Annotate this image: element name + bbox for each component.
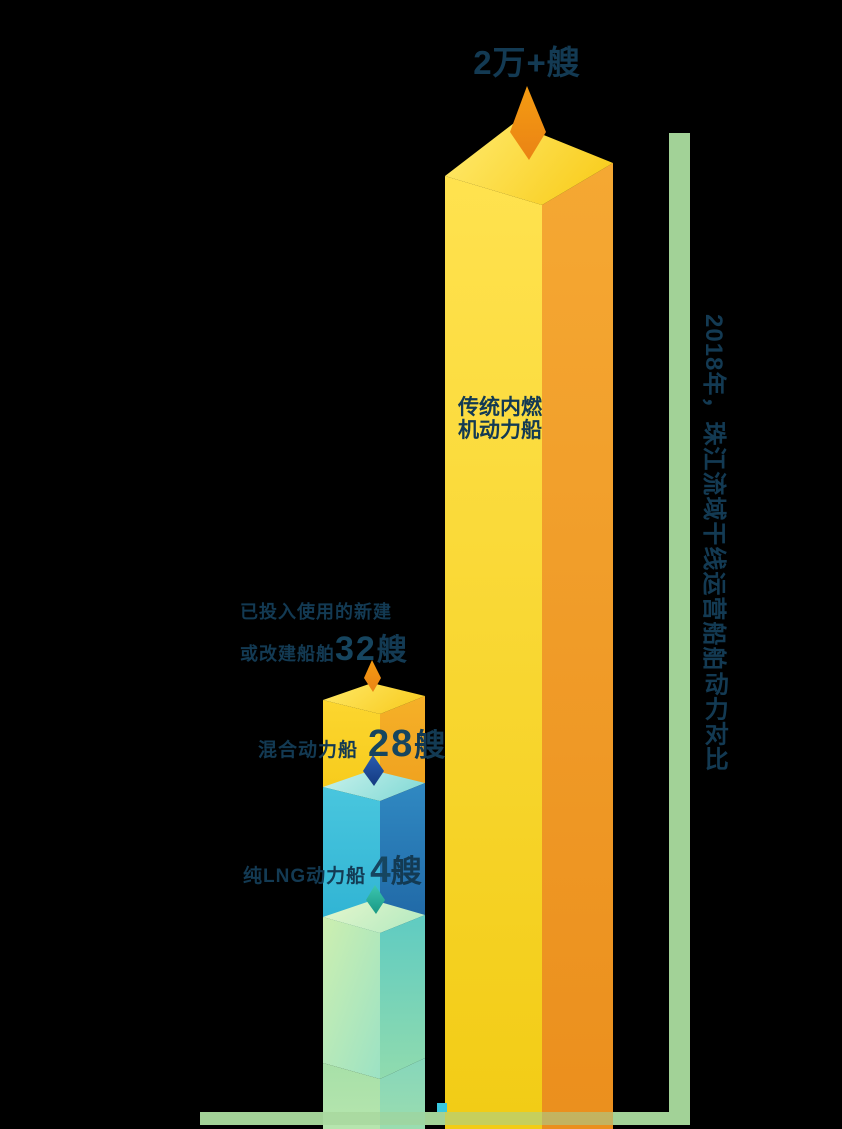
new-ships-yellow-top-face [323,683,425,714]
small-column-spike-diamond [364,660,381,692]
chart-title-sideways-part: 2018年，珠江流域干线运营船舶 [700,314,728,672]
hybrid-segment-side-face [380,783,425,933]
chart-title-vertical: 2018年，珠江流域干线运营船舶动力对比 [700,314,728,772]
big-column-spike-diamond [510,86,546,160]
big-column-front-face [445,176,542,1129]
lng-segment-top-face [323,900,425,933]
big-column-side-face [542,163,613,1129]
hybrid-segment-front-face [323,787,380,933]
new-ships-count: 32 [335,630,377,668]
lng-segment-front-face [323,917,380,1079]
hybrid-unit: 艘 [414,728,446,763]
cyan-accent-square [437,1103,447,1112]
baseline-axis-overlay [200,1112,690,1125]
big-name-line1: 传统内燃 [458,396,542,419]
big-column-name-label: 传统内燃 机动力船 [430,396,570,442]
hybrid-count: 28 [368,723,415,765]
big-column-value-label: 2万+艘 [473,44,581,81]
lng-segment-label: 纯LNG动力船 4艘 [243,846,422,891]
blue-junction-diamond [363,755,384,786]
new-ships-line1: 已投入使用的新建 [240,602,392,622]
chart-title-upright-part: 动力对比 [700,671,728,772]
big-column-top-face [445,123,613,205]
hybrid-name: 混合动力船 [258,740,359,761]
new-ships-line2-prefix: 或改建船舶 [240,644,335,664]
right-axis-bar [669,133,690,1125]
lng-count: 4 [370,849,391,890]
new-ships-unit: 艘 [376,634,408,667]
big-name-line2: 机动力船 [458,419,542,442]
lng-unit: 艘 [390,854,422,889]
lng-name: 纯LNG动力船 [243,866,367,887]
new-ships-total-label: 已投入使用的新建 或改建船舶32艘 [240,598,408,669]
hybrid-segment-label: 混合动力船 28艘 [258,720,445,766]
teal-junction-diamond [366,885,385,914]
lng-segment-side-face [380,915,425,1079]
new-ships-line2: 或改建船舶32艘 [240,625,408,669]
lng-base-side-face [380,1058,425,1129]
